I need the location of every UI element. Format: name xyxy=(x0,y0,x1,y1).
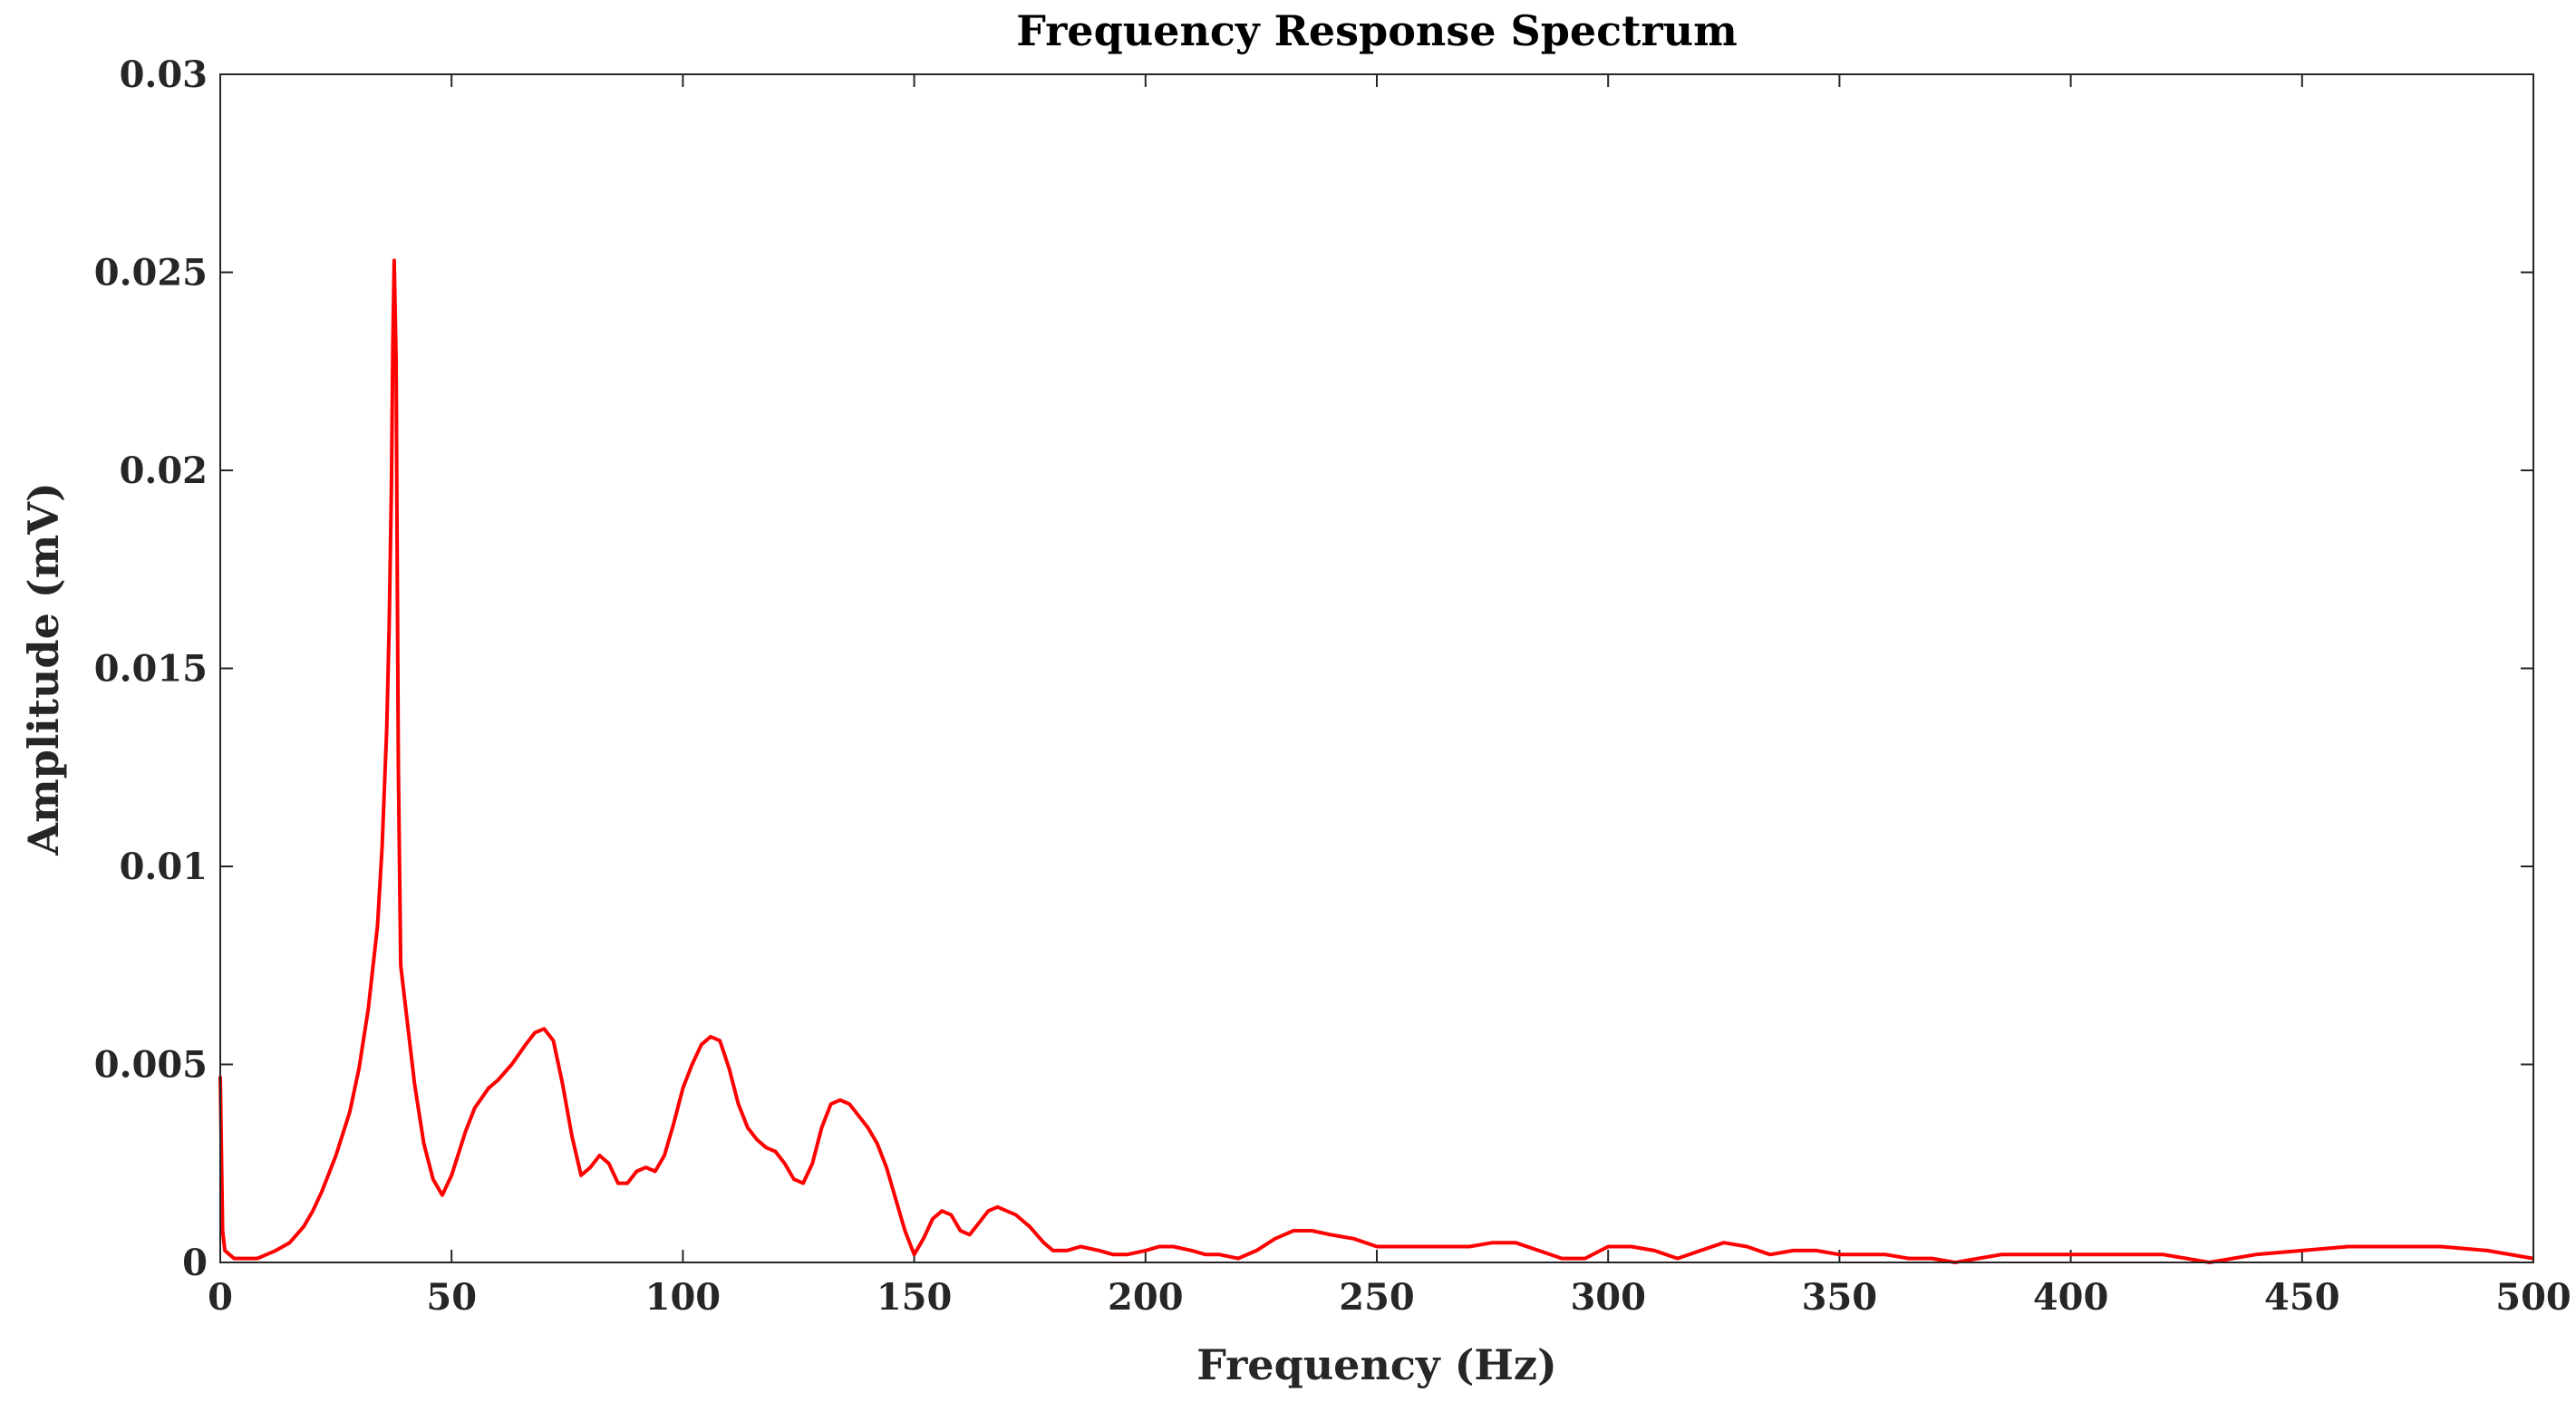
spectrum-line xyxy=(218,258,2534,1264)
x-tick-label: 150 xyxy=(876,1276,953,1319)
chart-title: Frequency Response Spectrum xyxy=(1016,6,1738,55)
x-tick-label: 350 xyxy=(1802,1276,1878,1319)
x-axis-label: Frequency (Hz) xyxy=(1196,1340,1557,1389)
axis-ticks xyxy=(219,73,2534,1263)
x-tick-label: 100 xyxy=(645,1276,721,1319)
x-tick-label: 250 xyxy=(1339,1276,1415,1319)
x-tick-label: 200 xyxy=(1108,1276,1184,1319)
y-tick-label: 0.01 xyxy=(120,846,208,888)
x-tick-label: 400 xyxy=(2033,1276,2109,1319)
x-tick-label: 500 xyxy=(2495,1276,2571,1319)
x-tick-label: 300 xyxy=(1570,1276,1646,1319)
y-tick-label: 0 xyxy=(182,1242,208,1284)
tick-labels: 0 50 100 150 200 250 300 350 400 450 500 0 0.005 0.01… xyxy=(94,53,2571,1319)
x-tick-label: 50 xyxy=(426,1276,477,1319)
y-tick-label: 0.005 xyxy=(94,1044,208,1087)
y-tick-label: 0.03 xyxy=(120,53,208,96)
plot-frame xyxy=(219,73,2534,1263)
y-tick-label: 0.025 xyxy=(94,252,208,295)
y-tick-label: 0.02 xyxy=(120,450,208,492)
x-tick-label: 450 xyxy=(2264,1276,2340,1319)
x-tick-label: 0 xyxy=(208,1276,233,1319)
y-tick-label: 0.015 xyxy=(94,648,208,691)
y-axis-label: Amplitude (mV) xyxy=(19,482,68,856)
